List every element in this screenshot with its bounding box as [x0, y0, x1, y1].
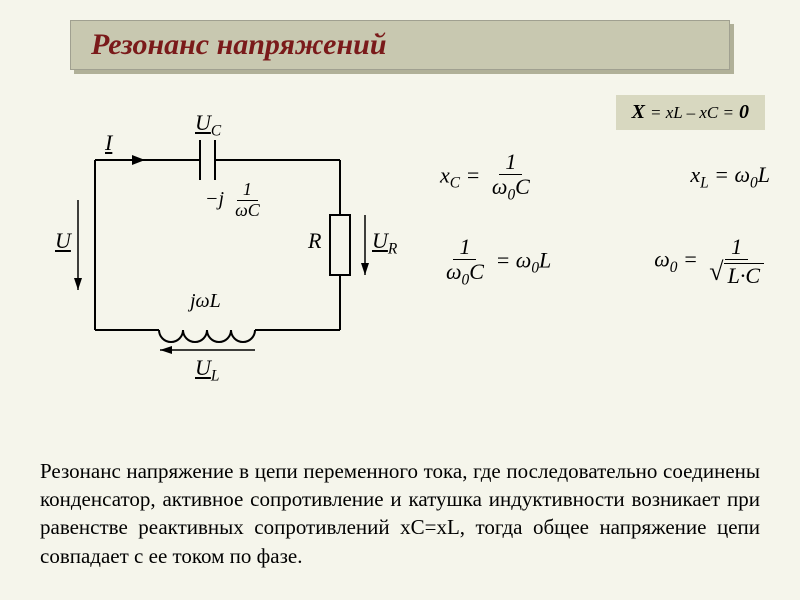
label-ur: UR — [372, 228, 397, 258]
eq-row-2: 1 ω0C = ω0L ω0 = 1 √ L·C — [440, 235, 770, 290]
resonance-condition: X = xL – xC = 0 — [616, 95, 765, 130]
cond-rhs: 0 — [739, 101, 749, 123]
eq-xl: xL = ω0L — [690, 162, 770, 192]
equations: xC = 1 ω0C xL = ω0L 1 ω0C = ω0L ω0 = 1 — [440, 150, 770, 370]
cond-lhs: X — [632, 101, 645, 123]
label-neg-j-wc: −j 1 ωC — [205, 180, 266, 221]
label-u: U — [55, 228, 71, 254]
page-title: Резонанс напряжений — [91, 28, 387, 62]
eq-resonance: 1 ω0C = ω0L — [440, 235, 551, 290]
title-banner: Резонанс напряжений — [70, 20, 730, 70]
circuit-diagram: UC I U R UR UL −j 1 ωC jωL — [60, 100, 410, 380]
eq-omega0: ω0 = 1 √ L·C — [654, 235, 770, 288]
description-text: Резонанс напряжение в цепи переменного т… — [40, 457, 760, 570]
eq-xc: xC = 1 ω0C — [440, 150, 536, 205]
label-ul: UL — [195, 355, 219, 385]
label-r: R — [308, 228, 321, 254]
label-i: I — [105, 130, 112, 156]
label-jwl: jωL — [190, 290, 221, 313]
circuit-svg — [60, 100, 410, 380]
label-uc: UC — [195, 110, 221, 140]
eq-row-1: xC = 1 ω0C xL = ω0L — [440, 150, 770, 205]
cond-mid: = xL – xC = — [650, 103, 734, 122]
